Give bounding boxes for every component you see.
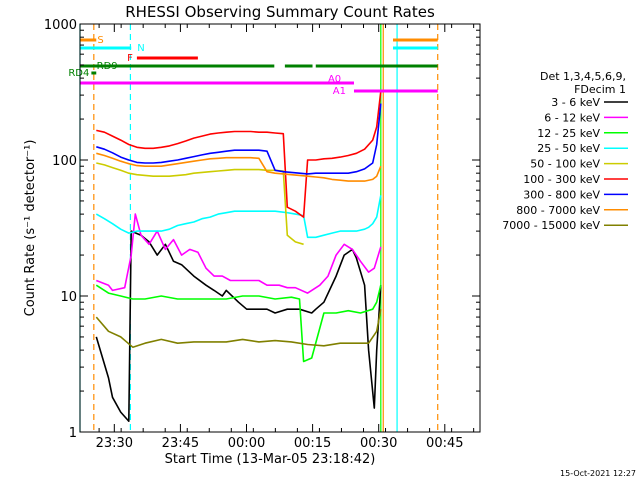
series-line-4: [96, 162, 304, 246]
x-tick-label: 23:30: [96, 436, 133, 451]
legend-header: Det 1,3,4,5,6,9,: [540, 70, 626, 83]
chart-title: RHESSI Observing Summary Count Rates: [125, 3, 435, 21]
x-axis: 23:30 23:45 00:00 00:15 00:30 00:45: [96, 24, 475, 451]
legend-label: 300 - 800 keV: [523, 188, 600, 201]
x-tick-label: 00:15: [294, 436, 331, 451]
legend: Det 1,3,4,5,6,9,FDecim 13 - 6 keV 6 - 12 …: [502, 70, 628, 232]
y-tick-label: 100: [52, 154, 77, 169]
x-tick-label: 00:00: [228, 436, 265, 451]
series-line-8: [95, 309, 382, 348]
flag-label-s: S: [97, 35, 103, 46]
y-axis-label: Count Rate (s⁻¹ detector⁻¹): [23, 140, 38, 317]
legend-label: 50 - 100 keV: [530, 158, 600, 171]
legend-label: 7000 - 15000 keV: [502, 219, 600, 232]
series-line-5: [96, 91, 382, 218]
date-stamp: 15-Oct-2021 12:27: [560, 469, 636, 478]
series-line-6: [96, 103, 382, 175]
flag-label-f: F: [127, 53, 133, 64]
plot-frame: [79, 23, 481, 433]
x-tick-label: 00:30: [360, 436, 397, 451]
series-line-2: [95, 284, 382, 363]
x-tick-label: 23:45: [162, 436, 199, 451]
legend-label: 100 - 300 keV: [523, 173, 600, 186]
y-tick-label: 10: [60, 290, 77, 305]
series-line-7: [96, 152, 382, 182]
legend-label: 25 - 50 keV: [537, 142, 600, 155]
y-tick-label: 1: [69, 426, 77, 441]
flag-label-a0: A0: [328, 74, 341, 85]
legend-label: 3 - 6 keV: [551, 96, 600, 109]
legend-label: 12 - 25 keV: [537, 127, 600, 140]
legend-label: 800 - 7000 keV: [516, 204, 600, 217]
x-axis-label: Start Time (13-Mar-05 23:18:42): [165, 452, 376, 467]
series-line-0: [95, 230, 382, 422]
flag-label-rd4: RD4: [68, 68, 89, 79]
flag-label-n: N: [137, 43, 144, 54]
series-line-3: [95, 195, 382, 239]
flag-label-a1: A1: [333, 86, 346, 97]
flag-label-rd9: RD9: [97, 61, 118, 72]
series-group: [95, 91, 382, 422]
series-line-1: [96, 213, 382, 294]
y-axis: 1 10 100 1000: [44, 18, 480, 441]
legend-label: 6 - 12 keV: [544, 111, 600, 124]
x-tick-label: 00:45: [426, 436, 463, 451]
y-tick-label: 1000: [44, 18, 77, 33]
legend-header: FDecim 1: [574, 83, 626, 96]
